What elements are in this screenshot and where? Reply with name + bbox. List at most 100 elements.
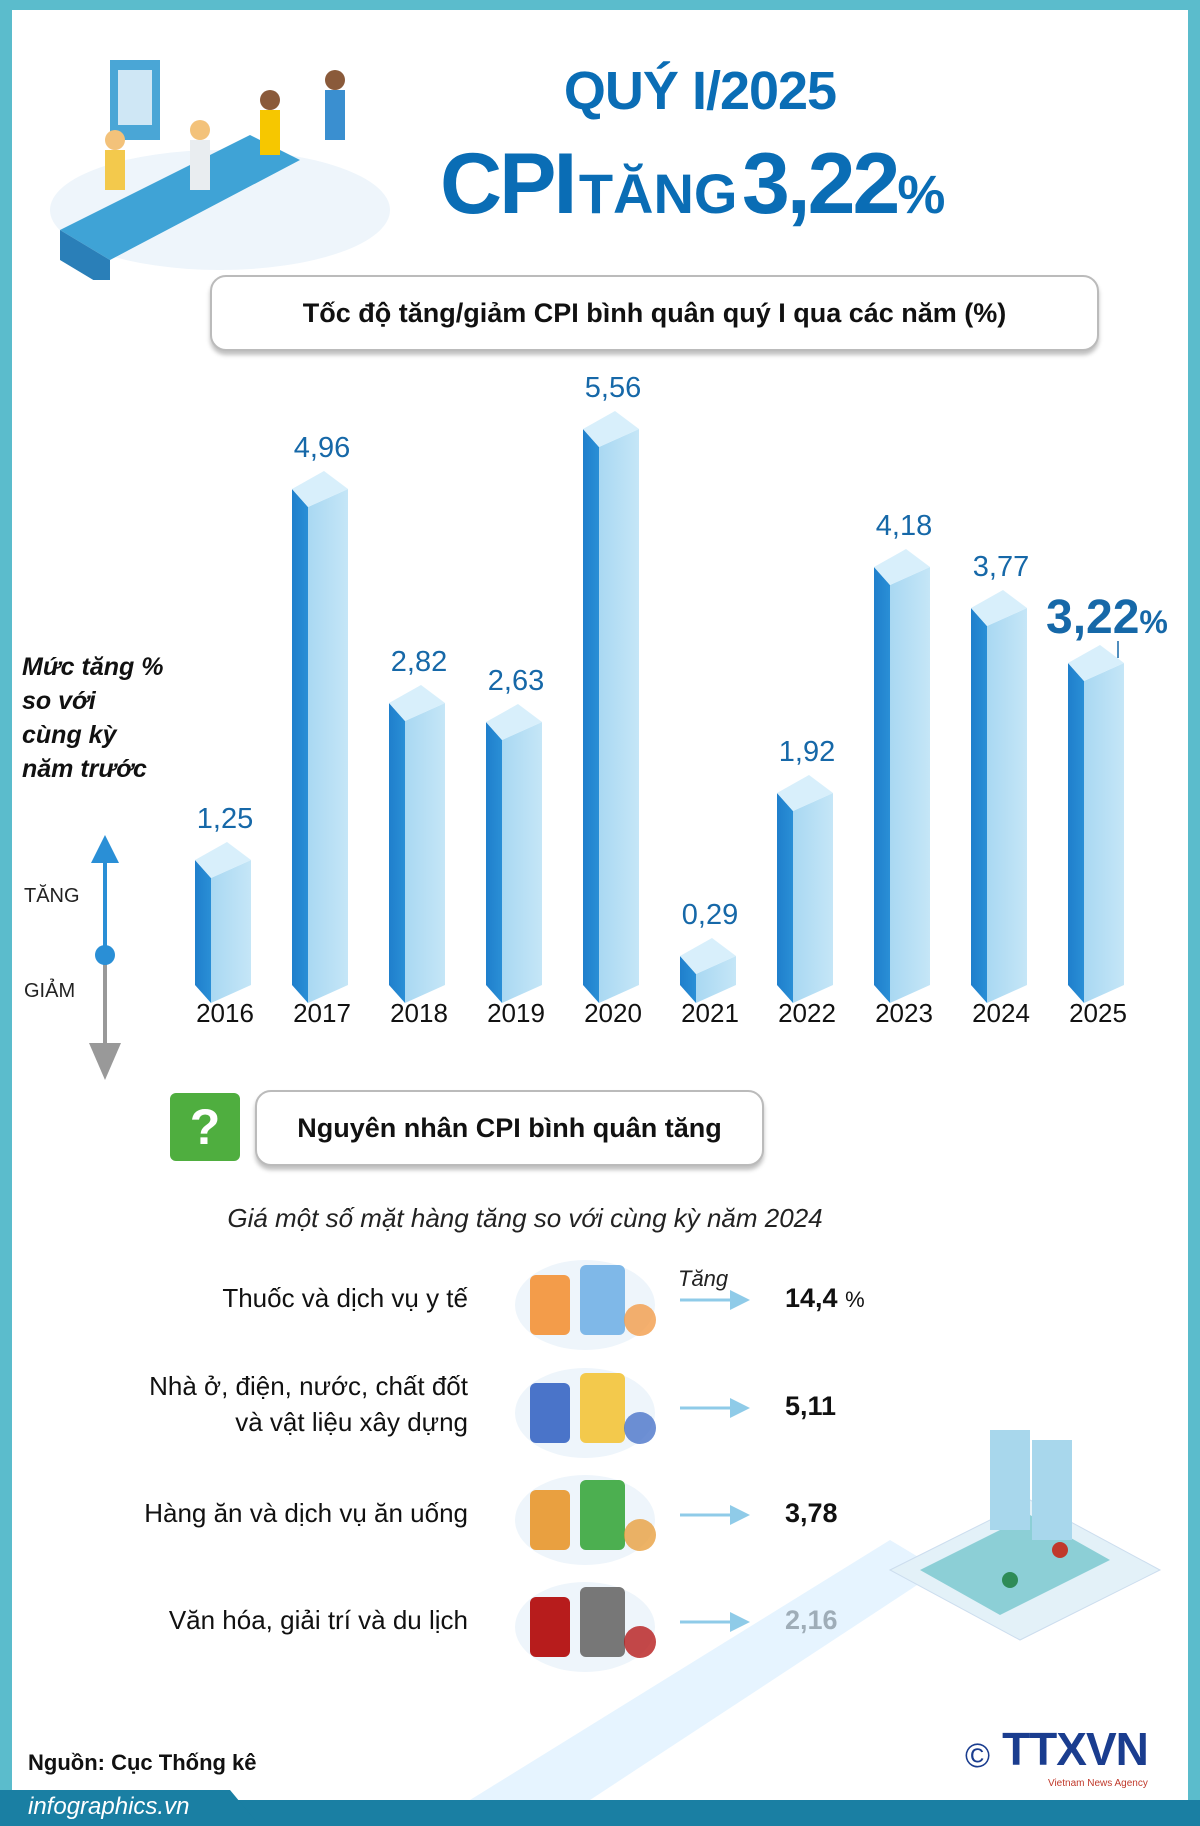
source-note: Nguồn: Cục Thống kê xyxy=(28,1750,257,1775)
cause-label-line: và vật liệu xây dựng xyxy=(235,1407,468,1437)
bar-side xyxy=(599,429,639,1003)
title-quarter: QUÝ I/2025 xyxy=(563,61,837,121)
title-headline: CPI TĂNG 3,22% xyxy=(440,135,945,234)
axis-note-line: năm trước xyxy=(22,755,147,783)
bar-front xyxy=(486,722,502,1003)
bar-front xyxy=(777,793,793,1003)
bar-side xyxy=(405,703,445,1003)
bar-2025 xyxy=(1068,645,1124,1003)
bar-2022 xyxy=(777,775,833,1003)
data-label: 4,96 xyxy=(294,432,350,464)
causes-heading-box: Nguyên nhân CPI bình quân tăng xyxy=(255,1090,764,1166)
bar-front xyxy=(680,956,696,1003)
cause-label: Hàng ăn và dịch vụ ăn uống xyxy=(144,1495,468,1531)
highlight-suffix: % xyxy=(1139,604,1167,640)
title-tang: TĂNG xyxy=(578,162,738,225)
bar-side xyxy=(1084,663,1124,1003)
market-stall-illustration xyxy=(470,1430,1162,1800)
bar-side xyxy=(890,567,930,1003)
arrow-right-icon xyxy=(680,1505,750,1525)
cause-label-line: Hàng ăn và dịch vụ ăn uống xyxy=(144,1498,468,1528)
arrow-right-icon xyxy=(680,1290,750,1310)
data-label: 4,18 xyxy=(876,510,932,542)
axis-note: Mức tăng % so với cùng kỳ năm trước xyxy=(22,650,163,786)
bar-2023 xyxy=(874,549,930,1003)
bar-top xyxy=(583,411,639,447)
entertainment-icon xyxy=(515,1582,656,1672)
bar-2024 xyxy=(971,590,1027,1003)
bar-side xyxy=(211,860,251,1003)
x-tick-label: 2020 xyxy=(584,998,642,1028)
arrow-right-icon xyxy=(680,1612,750,1632)
cause-value: 3,78 xyxy=(785,1498,838,1529)
data-label: 1,92 xyxy=(779,736,835,768)
cause-value-unit: % xyxy=(845,1287,865,1312)
bar-top xyxy=(486,704,542,740)
x-tick-label: 2017 xyxy=(293,998,351,1028)
cause-value: 5,11 xyxy=(785,1391,836,1422)
x-tick-label: 2021 xyxy=(681,998,739,1028)
causes-subtitle: Giá một số mặt hàng tăng so với cùng kỳ … xyxy=(227,1203,823,1233)
bar-2017 xyxy=(292,471,348,1003)
bar-top xyxy=(195,842,251,878)
cause-value-number: 5,11 xyxy=(785,1391,837,1421)
bar-2021 xyxy=(680,938,736,1003)
cpi-bar-chart: 1,25 2016 4,96 2017 2,82 2018 2,63 2019 5,56 2020… xyxy=(195,372,1168,1028)
cause-label: Thuốc và dịch vụ y tế xyxy=(222,1280,468,1316)
x-tick-label: 2025 xyxy=(1069,998,1127,1028)
bar-top xyxy=(680,938,736,974)
bar-2019 xyxy=(486,704,542,1003)
x-tick-label: 2022 xyxy=(778,998,836,1028)
data-label: 5,56 xyxy=(585,372,641,404)
axis-note-line: so với xyxy=(22,687,96,715)
bar-top xyxy=(1068,645,1124,681)
logo-text: TTXVN xyxy=(1002,1723,1149,1775)
chart-subtitle-box: Tốc độ tăng/giảm CPI bình quân quý I qua… xyxy=(210,275,1099,351)
down-label: GIẢM xyxy=(24,980,76,1002)
bar-front xyxy=(1068,663,1084,1003)
cause-value-number: 3,78 xyxy=(785,1498,838,1528)
footer-tab xyxy=(0,1790,260,1826)
title-pct: % xyxy=(897,165,946,225)
food-icon xyxy=(515,1475,656,1565)
bar-top xyxy=(971,590,1027,626)
causes-heading: Nguyên nhân CPI bình quân tăng xyxy=(297,1112,722,1143)
axis-note-line: cùng kỳ xyxy=(22,721,117,749)
up-label: TĂNG xyxy=(24,885,80,907)
data-label: 1,25 xyxy=(197,803,253,835)
bar-front xyxy=(292,489,308,1003)
bar-top xyxy=(389,685,445,721)
cause-label: Nhà ở, điện, nước, chất đốt và vật liệu x… xyxy=(149,1368,468,1440)
title-cpi: CPI xyxy=(440,136,577,232)
x-tick-label: 2023 xyxy=(875,998,933,1028)
bar-2016 xyxy=(195,842,251,1003)
bar-front xyxy=(583,429,599,1003)
data-label: 3,77 xyxy=(973,551,1029,583)
question-icon: ? xyxy=(170,1093,240,1161)
x-tick-label: 2024 xyxy=(972,998,1030,1028)
logo-subtitle: Vietnam News Agency xyxy=(1047,1778,1148,1789)
chart-subtitle: Tốc độ tăng/giảm CPI bình quân quý I qua… xyxy=(302,297,1007,328)
tang-label: Tăng xyxy=(678,1266,729,1291)
bar-side xyxy=(793,793,833,1003)
title-value: 3,22 xyxy=(741,136,900,232)
footer-site[interactable]: infographics.vn xyxy=(28,1793,190,1820)
data-label: 0,29 xyxy=(682,899,738,931)
cause-label-line: Nhà ở, điện, nước, chất đốt xyxy=(149,1371,468,1401)
supermarket-illustration xyxy=(50,60,390,280)
x-tick-label: 2019 xyxy=(487,998,545,1028)
bar-top xyxy=(777,775,833,811)
bar-side xyxy=(987,608,1027,1003)
highlight-label: 3,22% xyxy=(1046,591,1168,644)
data-label: 2,82 xyxy=(391,646,447,678)
x-tick-label: 2018 xyxy=(390,998,448,1028)
bar-front xyxy=(971,608,987,1003)
cause-label: Văn hóa, giải trí và du lịch xyxy=(169,1602,468,1638)
bar-top xyxy=(292,471,348,507)
data-label: 2,63 xyxy=(488,665,544,697)
ttxvn-logo: © TTXVN Vietnam News Agency xyxy=(965,1722,1149,1790)
bar-front xyxy=(874,567,890,1003)
x-tick-label: 2016 xyxy=(196,998,254,1028)
cause-value: 14,4 % xyxy=(785,1283,865,1314)
bar-front xyxy=(195,860,211,1003)
